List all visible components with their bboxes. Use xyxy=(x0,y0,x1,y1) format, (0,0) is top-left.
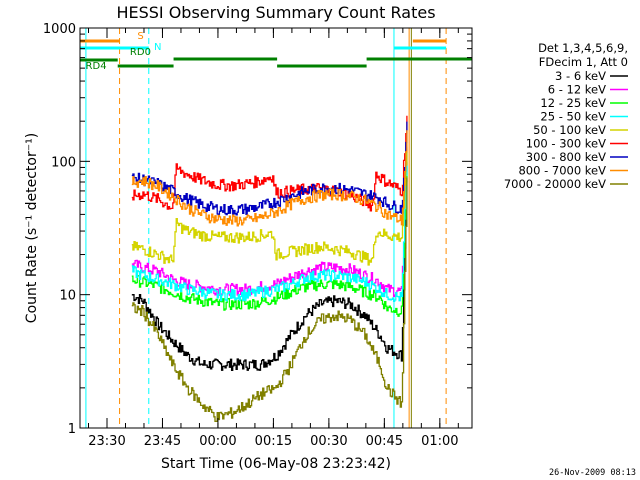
legend-label-8: 7000 - 20000 keV xyxy=(504,177,606,191)
y-axis-title: Count Rate (s⁻¹ detector⁻¹) xyxy=(24,133,40,323)
series-line-5 xyxy=(131,115,408,212)
chart-title: HESSI Observing Summary Count Rates xyxy=(116,3,435,22)
timestamp-label: 26-Nov-2009 08:13 xyxy=(549,468,636,478)
legend-label-6: 300 - 800 keV xyxy=(526,150,606,164)
y-tick-label-0: 1 xyxy=(68,422,76,437)
flag-label-s: S xyxy=(137,31,143,42)
legend-label-7: 800 - 7000 keV xyxy=(518,164,606,178)
x-tick-label-0: 23:30 xyxy=(88,434,125,449)
series-line-4 xyxy=(131,148,408,266)
x-tick-label-6: 01:00 xyxy=(421,434,458,449)
x-axis-title: Start Time (06-May-08 23:23:42) xyxy=(161,456,391,472)
x-tick-label-3: 00:15 xyxy=(255,434,292,449)
legend-label-0: 3 - 6 keV xyxy=(555,69,606,83)
series-line-8 xyxy=(131,177,408,422)
legend: Det 1,3,4,5,6,9, FDecim 1, Att 0 3 - 6 k… xyxy=(504,41,628,191)
plot-frame xyxy=(79,27,473,429)
y-tick-label-3: 1000 xyxy=(43,22,76,37)
y-tick-label-1: 10 xyxy=(59,289,76,304)
x-tick-label-1: 23:45 xyxy=(144,434,181,449)
legend-header-line-2: FDecim 1, Att 0 xyxy=(539,55,628,69)
axes: 1 10 100 1000 23:30 23:45 00:00 00:15 00:30 00:45… xyxy=(43,22,472,449)
series-line-6 xyxy=(131,121,408,216)
x-tick-label-5: 00:45 xyxy=(366,434,403,449)
legend-label-5: 100 - 300 keV xyxy=(526,137,606,151)
legend-label-1: 6 - 12 keV xyxy=(548,83,606,97)
legend-label-2: 12 - 25 keV xyxy=(540,96,606,110)
x-tick-label-4: 00:30 xyxy=(310,434,347,449)
legend-label-3: 25 - 50 keV xyxy=(540,110,606,124)
legend-label-4: 50 - 100 keV xyxy=(533,123,606,137)
x-tick-label-2: 00:00 xyxy=(199,434,236,449)
series-line-0 xyxy=(131,161,408,372)
y-tick-label-2: 100 xyxy=(51,155,76,170)
series-line-3 xyxy=(131,151,408,302)
series-line-7 xyxy=(131,130,408,227)
flag-label-n: N xyxy=(154,42,161,53)
flag-label-rd4: RD4 xyxy=(86,61,107,72)
flag-label-rd0: RD0 xyxy=(130,47,151,58)
series-line-2 xyxy=(131,152,408,317)
legend-header-line-1: Det 1,3,4,5,6,9, xyxy=(538,41,628,55)
